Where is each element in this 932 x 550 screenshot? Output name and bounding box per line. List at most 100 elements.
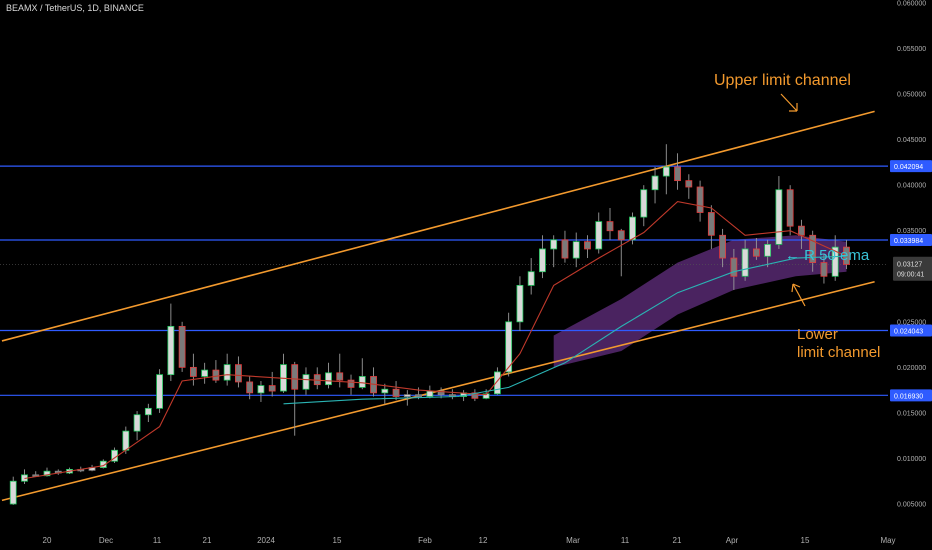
candle [268, 371, 276, 397]
candle-body [674, 166, 681, 182]
candle-body [493, 371, 501, 395]
candle-body [696, 186, 704, 213]
symbol-title[interactable]: BEAMX / TetherUS, 1D, BINANCE [6, 3, 144, 13]
candle-body [595, 221, 603, 250]
lower-channel-label-line1: Lower [797, 326, 838, 343]
candle [9, 476, 17, 505]
candle [584, 235, 591, 259]
candle-body [662, 166, 670, 177]
candle [831, 235, 839, 281]
candle-body [167, 325, 175, 376]
candle [370, 367, 377, 397]
time-tick-label: 11 [621, 536, 630, 545]
candle [674, 153, 681, 190]
upper-channel-arrow [780, 93, 798, 112]
time-axis[interactable]: 20 Dec 11 21 2024 15 Feb 12 Mar 11 21 Apr 15 May [43, 536, 896, 545]
candle-body [122, 430, 130, 451]
candle [775, 176, 783, 249]
candle [347, 374, 355, 395]
candle-body [482, 393, 490, 399]
price-tick-label: 0.025000 [897, 319, 926, 326]
candle [539, 235, 546, 279]
candle [617, 228, 625, 277]
channel-layer [1, 110, 875, 502]
ema-ribbon-layer [553, 235, 847, 368]
candle-body [550, 239, 558, 250]
candle-body [516, 284, 524, 323]
level-price-badge-text: 0.042094 [894, 164, 923, 171]
candle-body [347, 379, 355, 388]
time-tick-label: 21 [203, 536, 212, 545]
candle-body [640, 189, 648, 218]
current-price-text: 0.03127 [897, 262, 922, 269]
candle-body [156, 374, 164, 409]
candle-body [257, 385, 265, 394]
level-price-badge[interactable] [890, 389, 932, 402]
candle [392, 381, 400, 401]
price-tick-label: 0.035000 [897, 228, 926, 235]
price-tick-label: 0.015000 [897, 410, 926, 417]
candle [741, 239, 749, 281]
candle [144, 403, 152, 423]
candle [358, 358, 366, 390]
current-price-badge[interactable] [893, 256, 932, 281]
candle-body [223, 364, 231, 381]
time-tick-label: 15 [801, 536, 810, 545]
candle-body [471, 392, 479, 399]
candle-body [561, 239, 569, 259]
candle [662, 144, 670, 195]
countdown-text: 09:00:41 [897, 272, 924, 279]
candle [572, 232, 580, 268]
candle [448, 389, 456, 400]
level-price-badge-text: 0.016930 [894, 393, 923, 400]
channel-upper-line[interactable] [1, 110, 875, 342]
candle [99, 459, 107, 469]
candle [178, 321, 186, 372]
price-tick-label: 0.020000 [897, 365, 926, 372]
candle-body [302, 374, 310, 390]
lower-channel-label-line2: limit channel [797, 344, 880, 361]
price-tick-label: 0.045000 [897, 137, 926, 144]
candle-body [617, 230, 625, 241]
time-tick-label: 21 [673, 536, 682, 545]
candle [516, 276, 524, 331]
candle [201, 362, 209, 384]
ema-label: ← R 50 ema [785, 247, 870, 264]
candle-body [189, 366, 197, 377]
time-tick-label: 2024 [257, 536, 275, 545]
candle-body [358, 376, 366, 388]
candle [707, 205, 715, 249]
candle [133, 411, 141, 441]
level-price-badge-text: 0.033984 [894, 238, 923, 245]
candle-body [752, 248, 760, 257]
candle-body [144, 407, 152, 416]
candle-body [741, 248, 749, 277]
candle-body [268, 385, 276, 392]
candle [640, 185, 648, 227]
candle [223, 353, 231, 386]
candle [426, 385, 434, 399]
level-price-badge[interactable] [890, 160, 932, 173]
level-price-badge[interactable] [890, 324, 932, 337]
candle-body [685, 180, 693, 188]
candle [111, 447, 118, 464]
candle [730, 248, 738, 290]
candle [719, 228, 726, 268]
level-price-badge[interactable] [890, 233, 932, 246]
time-tick-label: Feb [418, 536, 432, 545]
price-axis[interactable]: 0.005000 0.010000 0.015000 0.020000 0.025000… [890, 1, 932, 509]
candle-body [606, 221, 614, 232]
time-tick-label: 12 [479, 536, 488, 545]
candle-body [178, 325, 186, 368]
time-tick-label: 20 [43, 536, 52, 545]
candle-body [437, 390, 445, 396]
candle-body [505, 321, 513, 373]
candle [786, 185, 794, 236]
candle [505, 312, 513, 377]
candles-layer [9, 144, 850, 505]
candle-body [786, 189, 794, 227]
candle [280, 353, 287, 393]
annotations-layer: Upper limit channel ← R 50 ema Lowerlimit … [714, 72, 880, 361]
candle [167, 303, 175, 382]
